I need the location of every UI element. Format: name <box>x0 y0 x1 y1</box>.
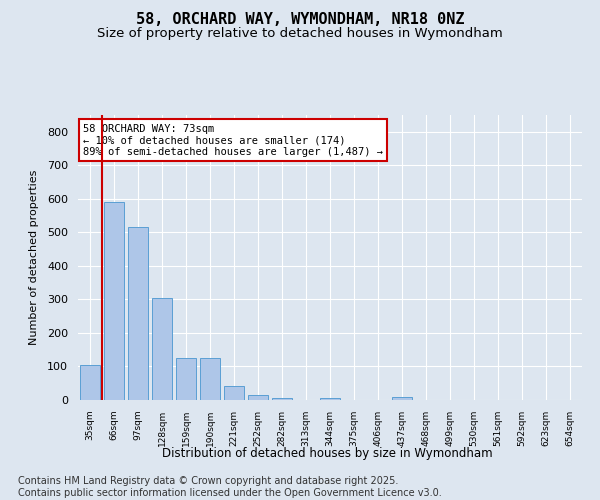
Bar <box>248 396 268 400</box>
Bar <box>320 398 340 400</box>
Bar <box>176 358 196 400</box>
Text: 58 ORCHARD WAY: 73sqm
← 10% of detached houses are smaller (174)
89% of semi-det: 58 ORCHARD WAY: 73sqm ← 10% of detached … <box>83 124 383 157</box>
Bar <box>80 366 100 400</box>
Bar <box>152 298 172 400</box>
Text: Size of property relative to detached houses in Wymondham: Size of property relative to detached ho… <box>97 28 503 40</box>
Bar <box>272 398 292 400</box>
Bar <box>104 202 124 400</box>
Text: Contains HM Land Registry data © Crown copyright and database right 2025.
Contai: Contains HM Land Registry data © Crown c… <box>18 476 442 498</box>
Bar <box>392 398 412 400</box>
Text: 58, ORCHARD WAY, WYMONDHAM, NR18 0NZ: 58, ORCHARD WAY, WYMONDHAM, NR18 0NZ <box>136 12 464 28</box>
Bar <box>224 386 244 400</box>
Bar <box>128 228 148 400</box>
Bar <box>200 358 220 400</box>
Y-axis label: Number of detached properties: Number of detached properties <box>29 170 39 345</box>
Text: Distribution of detached houses by size in Wymondham: Distribution of detached houses by size … <box>161 448 493 460</box>
